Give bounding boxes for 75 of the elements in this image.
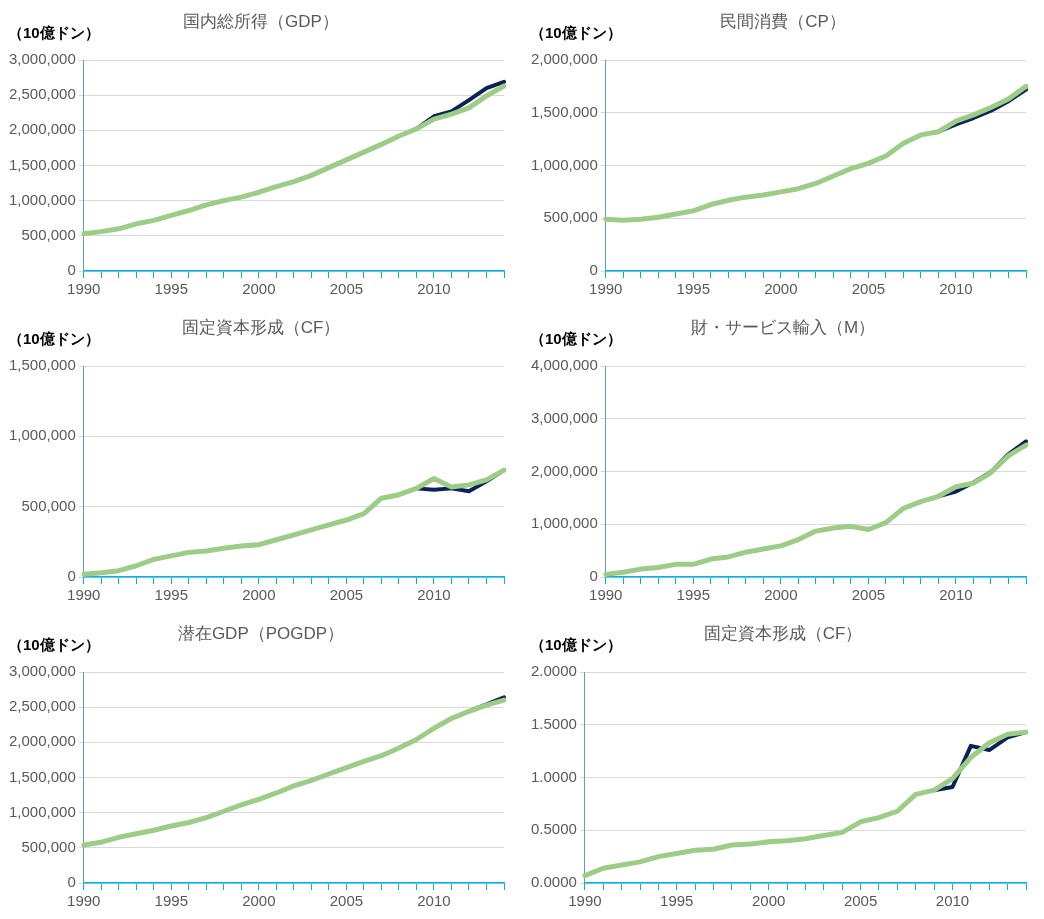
x-tick-label: 1990 — [67, 586, 101, 604]
y-tick-label: 1.0000 — [530, 767, 577, 785]
y-tick-label: 1,000,000 — [531, 514, 598, 532]
y-tick-label: 0 — [589, 567, 598, 585]
x-tick-label: 2010 — [935, 892, 970, 910]
y-tick-label: 0 — [67, 567, 76, 585]
chart-title: 民間消費（CP） — [720, 12, 846, 31]
y-tick-label: 2.0000 — [530, 662, 577, 680]
x-tick-label: 2000 — [764, 586, 798, 604]
y-tick-label: 1.5000 — [530, 714, 577, 732]
y-tick-label: 1,500,000 — [9, 155, 76, 173]
y-tick-label: 3,000,000 — [9, 50, 76, 68]
y-axis-title: （10億ドン） — [530, 24, 622, 43]
x-tick-label: 2005 — [329, 280, 364, 298]
x-tick-label: 2000 — [242, 586, 276, 604]
y-tick-label: 2,000,000 — [531, 50, 598, 68]
chart-title: 固定資本形成（CF） — [703, 624, 863, 643]
x-tick-label: 1995 — [660, 892, 694, 910]
x-tick-label: 2010 — [939, 280, 973, 298]
x-tick-label: 2010 — [417, 280, 451, 298]
y-tick-label: 1,000,000 — [9, 426, 76, 444]
y-tick-label: 1,000,000 — [531, 155, 598, 173]
y-tick-label: 2,500,000 — [9, 85, 76, 103]
x-tick-label: 1990 — [568, 892, 602, 910]
x-tick-label: 2005 — [329, 586, 364, 604]
y-tick-label: 0.0000 — [530, 873, 577, 891]
x-tick-label: 2010 — [417, 586, 451, 604]
y-tick-label: 500,000 — [21, 837, 76, 855]
y-axis-title: （10億ドン） — [530, 636, 622, 655]
x-tick-label: 1995 — [154, 586, 188, 604]
y-tick-label: 0 — [67, 261, 76, 279]
y-tick-label: 3,000,000 — [531, 408, 598, 426]
y-tick-label: 1,500,000 — [531, 102, 598, 120]
y-axis-title: （10億ドン） — [8, 24, 100, 43]
y-tick-label: 2,000,000 — [9, 120, 76, 138]
y-tick-label: 1,500,000 — [9, 356, 76, 374]
x-tick-label: 1990 — [67, 892, 101, 910]
x-tick-label: 1990 — [589, 586, 623, 604]
y-tick-label: 500,000 — [21, 225, 76, 243]
chart-title: 財・サービス輸入（M） — [690, 318, 876, 337]
y-tick-label: 3,000,000 — [9, 662, 76, 680]
x-tick-label: 2005 — [329, 892, 364, 910]
x-tick-label: 1995 — [154, 892, 188, 910]
x-tick-label: 2000 — [751, 892, 786, 910]
x-tick-label: 1995 — [676, 586, 710, 604]
y-tick-label: 1,000,000 — [9, 802, 76, 820]
x-tick-label: 2010 — [417, 892, 451, 910]
y-axis-title: （10億ドン） — [8, 636, 100, 655]
y-tick-label: 4,000,000 — [531, 356, 598, 374]
x-tick-label: 2000 — [764, 280, 798, 298]
y-axis-title: （10億ドン） — [8, 330, 100, 349]
x-tick-label: 2005 — [851, 280, 886, 298]
chart-title: 潜在GDP（POGDP） — [177, 624, 345, 643]
x-tick-label: 1995 — [676, 280, 710, 298]
x-tick-label: 1990 — [67, 280, 101, 298]
y-tick-label: 0 — [67, 873, 76, 891]
chart-title: 国内総所得（GDP） — [183, 12, 339, 31]
x-tick-label: 2000 — [242, 892, 276, 910]
x-tick-label: 2005 — [843, 892, 878, 910]
chart-title: 固定資本形成（CF） — [181, 318, 341, 337]
y-axis-title: （10億ドン） — [530, 330, 622, 349]
x-tick-label: 2010 — [939, 586, 973, 604]
y-tick-label: 2,000,000 — [531, 461, 598, 479]
y-tick-label: 1,000,000 — [9, 190, 76, 208]
y-tick-label: 500,000 — [543, 208, 598, 226]
x-tick-label: 2005 — [851, 586, 886, 604]
y-tick-label: 500,000 — [21, 496, 76, 514]
y-tick-label: 0 — [589, 261, 598, 279]
y-tick-label: 2,500,000 — [9, 697, 76, 715]
x-tick-label: 1990 — [589, 280, 623, 298]
x-tick-label: 2000 — [242, 280, 276, 298]
x-tick-label: 1995 — [154, 280, 188, 298]
y-tick-label: 2,000,000 — [9, 732, 76, 750]
y-tick-label: 0.5000 — [530, 820, 577, 838]
y-tick-label: 1,500,000 — [9, 767, 76, 785]
